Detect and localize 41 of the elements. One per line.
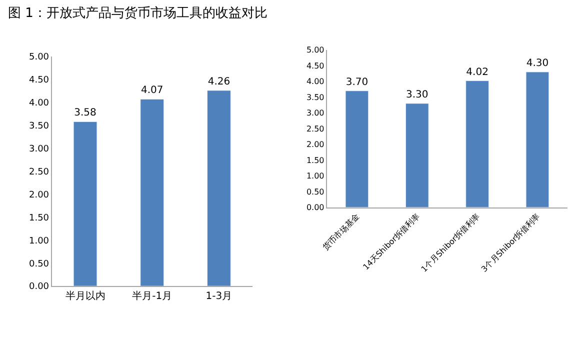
bar — [345, 90, 369, 208]
y-tick-label: 3.50 — [306, 92, 324, 102]
y-tick-label: 4.00 — [306, 77, 324, 86]
data-label: 4.26 — [208, 76, 230, 88]
y-tick-label: 3.00 — [306, 108, 324, 118]
y-tick-label: 5.00 — [306, 46, 324, 55]
y-tick-label: 1.50 — [28, 213, 50, 224]
bar — [73, 121, 98, 286]
bar — [207, 90, 231, 286]
bar — [140, 98, 164, 286]
data-label: 4.02 — [466, 66, 488, 78]
y-tick-label: 5.00 — [28, 52, 50, 63]
data-label: 4.30 — [526, 58, 549, 69]
y-tick-label: 0.00 — [306, 203, 324, 212]
x-tick-label: 1-3月 — [206, 291, 232, 302]
y-tick-label: 2.50 — [28, 167, 50, 178]
y-tick-label: 0.50 — [28, 259, 50, 270]
y-tick-label: 1.50 — [306, 156, 324, 165]
y-tick-label: 1.00 — [28, 236, 50, 246]
y-tick-label: 0.00 — [28, 282, 50, 292]
chart-title: 图 1：开放式产品与货币市场工具的收益对比 — [8, 6, 268, 21]
y-tick-label: 0.50 — [306, 187, 324, 196]
data-label: 3.70 — [346, 76, 368, 88]
y-tick-label: 3.50 — [28, 122, 50, 132]
y-tick-label: 3.00 — [28, 144, 50, 154]
data-label: 4.07 — [140, 85, 164, 96]
bar — [405, 103, 429, 208]
y-tick-label: 2.00 — [28, 190, 50, 200]
y-tick-label: 4.00 — [28, 98, 50, 109]
y-tick-label: 2.00 — [306, 140, 324, 150]
y-tick-label: 4.50 — [28, 76, 50, 86]
y-tick-label: 4.50 — [306, 61, 324, 70]
bar — [466, 80, 489, 208]
x-tick-label: 半月-1月 — [132, 290, 172, 302]
data-label: 3.58 — [74, 108, 96, 119]
data-label: 3.30 — [406, 89, 428, 100]
x-tick-label: 货币市场基金 — [320, 212, 362, 252]
y-tick-label: 2.50 — [306, 124, 324, 134]
y-tick-label: 1.00 — [306, 172, 324, 181]
bar — [526, 72, 550, 208]
x-tick-label: 半月以内 — [65, 290, 106, 302]
